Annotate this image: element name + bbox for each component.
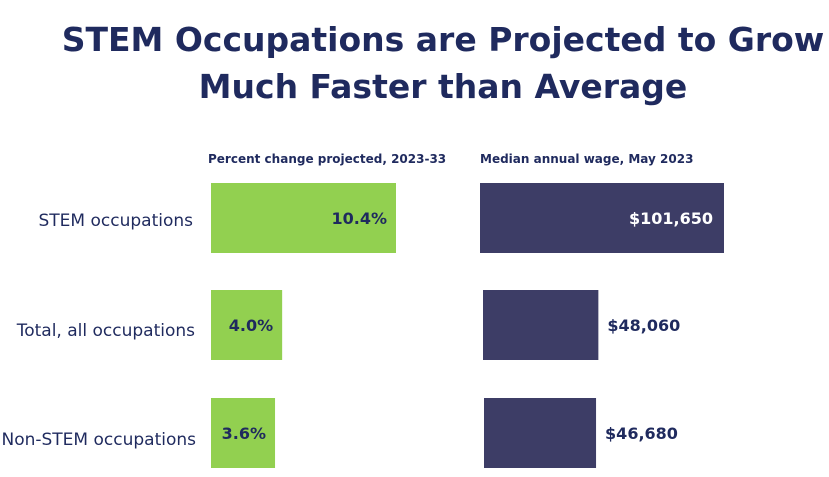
- panel-title-median-wage: Median annual wage, May 2023: [480, 152, 693, 166]
- category-label-non-stem: Non-STEM occupations: [1, 430, 196, 450]
- wage-label-non-stem: $46,680: [605, 424, 678, 443]
- panel-title-percent-change: Percent change projected, 2023-33: [208, 152, 446, 166]
- percent-label-total: 4.0%: [229, 316, 273, 335]
- wage-label-stem: $101,650: [629, 209, 713, 228]
- wage-label-total: $48,060: [607, 316, 680, 335]
- percent-label-non-stem: 3.6%: [222, 424, 266, 443]
- wage-bar-stem: [480, 183, 724, 253]
- percent-label-stem: 10.4%: [331, 209, 387, 228]
- bars-layer: 10.4% $101,650 4.0% $48,060 3.6% $46,680: [211, 183, 724, 468]
- chart-title-line-2: Much Faster than Average: [199, 67, 688, 106]
- category-label-total: Total, all occupations: [16, 321, 195, 341]
- category-label-stem: STEM occupations: [39, 211, 194, 231]
- percent-bar-non-stem: [211, 398, 276, 468]
- percent-bar-total: [211, 290, 283, 360]
- percent-bar-stem: [211, 183, 396, 253]
- wage-bar-total: [483, 290, 599, 360]
- wage-bar-non-stem: [484, 398, 597, 468]
- chart-title-line-1: STEM Occupations are Projected to Grow: [62, 20, 825, 59]
